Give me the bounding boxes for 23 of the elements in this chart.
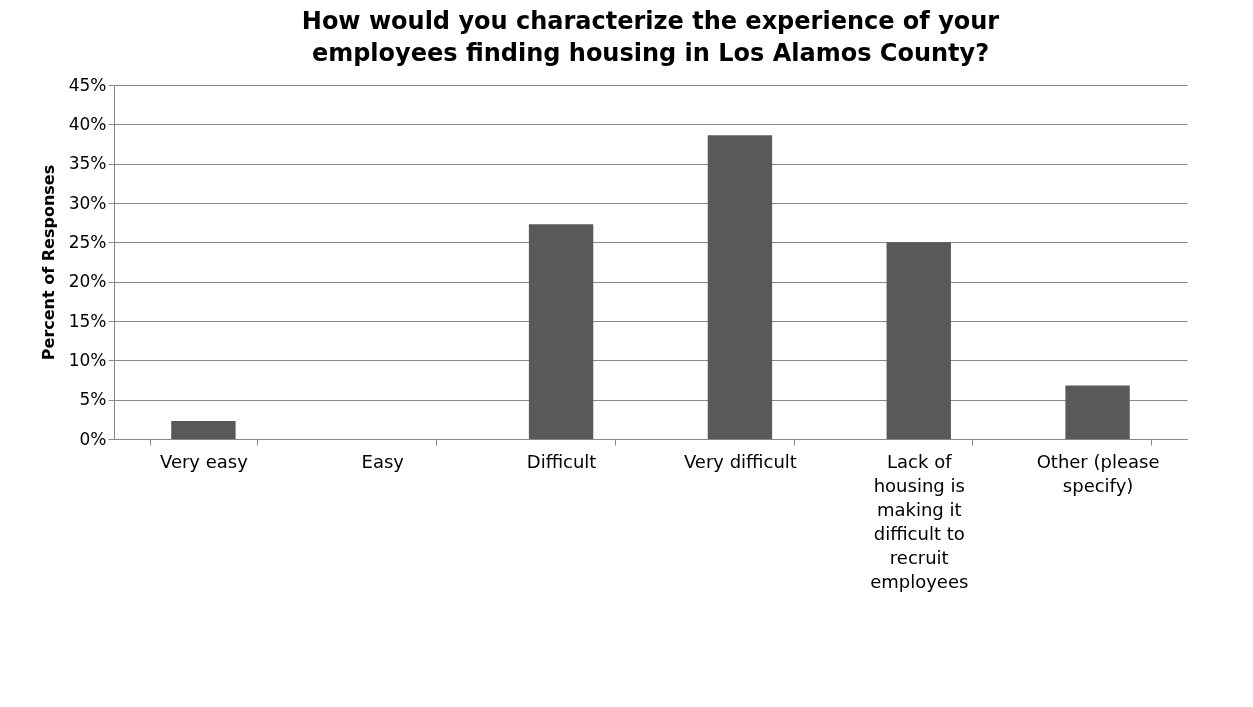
x-tick-label: Other (please specify) [1036,450,1160,496]
y-tick-label: 25% [68,231,107,252]
bar [171,420,236,439]
y-tick-label: 40% [68,113,107,134]
x-tick-label: Lack of housing is making it difficult to recruit employees [870,450,969,592]
bar [528,224,594,439]
y-tick-label: 10% [68,349,107,370]
chart-title: How would you characterize the experience of your employees finding housing in Los Alamos County? [301,7,1000,67]
y-tick-label: 45% [68,74,107,95]
bar [707,135,773,439]
y-axis-title: Percent of Responses [38,164,58,361]
bar [1065,385,1130,439]
x-tick-label: Easy [361,450,405,472]
y-tick-label: 15% [68,310,107,331]
y-tick-label: 5% [79,389,107,410]
x-tick-label: Difficult [526,450,597,472]
y-tick-label: 20% [68,271,107,292]
y-tick-label: 30% [68,192,107,213]
bar [886,242,951,439]
y-tick-label: 35% [68,153,107,174]
y-tick-label: 0% [79,428,107,449]
x-tick-label: Very difficult [683,450,797,472]
x-tick-label: Very easy [159,450,249,472]
